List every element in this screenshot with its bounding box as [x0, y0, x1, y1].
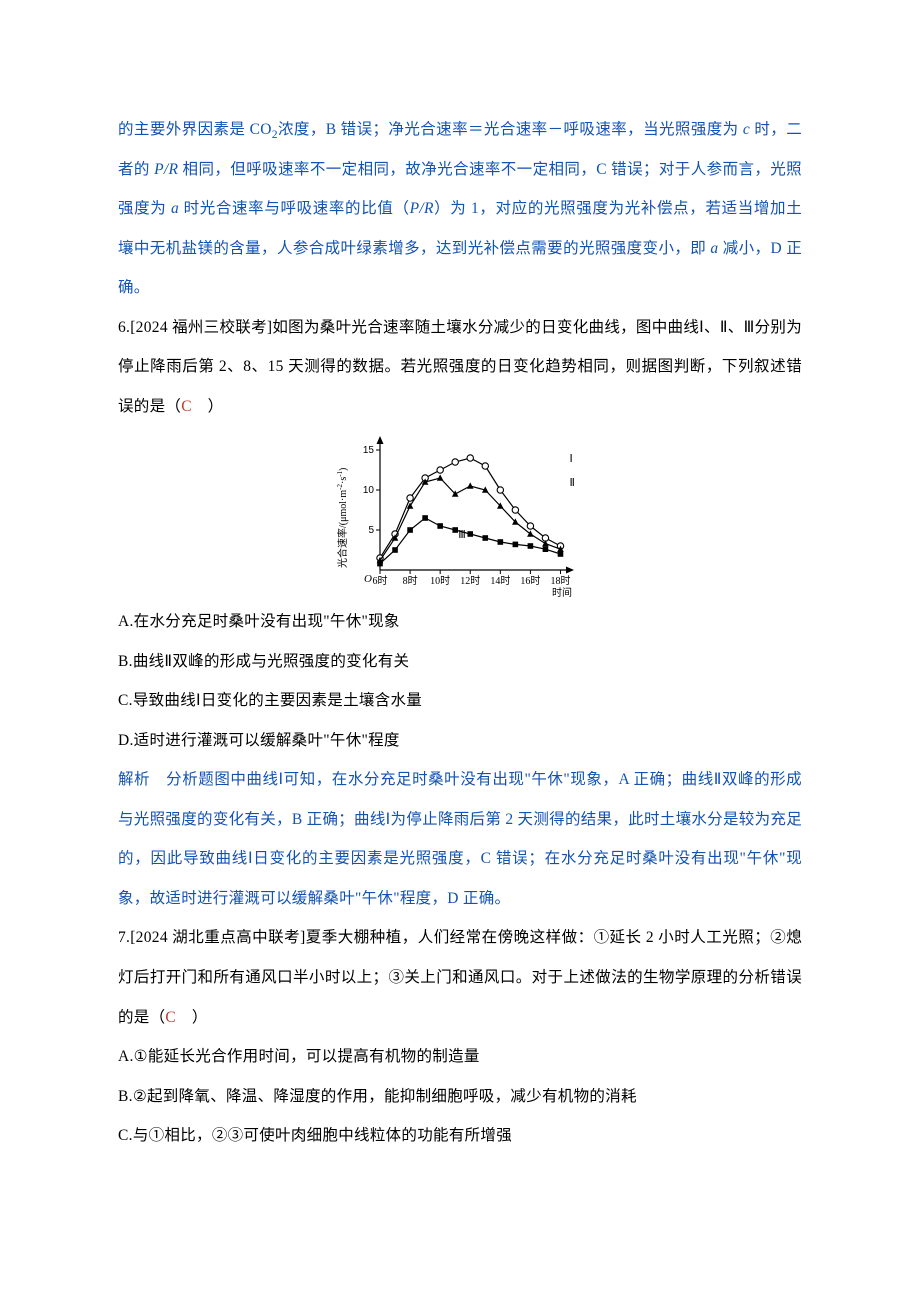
q6-option-a: A.在水分充足时桑叶没有出现"午休"现象	[118, 602, 802, 642]
answer-block-prev: 的主要外界因素是 CO2浓度，B 错误；净光合速率＝光合速率－呼吸速率，当光照强…	[118, 110, 802, 308]
svg-text:Ⅰ: Ⅰ	[570, 453, 573, 465]
q6-stem-tail: ）	[192, 398, 224, 415]
svg-text:14时: 14时	[490, 575, 510, 587]
svg-text:5: 5	[368, 525, 374, 536]
svg-text:15: 15	[363, 445, 375, 456]
q6-figure: 5 10 15 6时 8时 10时 12时 14时 16时 18时 O 时间 光合速率/(μmol·m-…	[118, 432, 802, 600]
var-a: a	[171, 200, 179, 217]
svg-text:16时: 16时	[520, 575, 540, 587]
q6-option-d: D.适时进行灌溉可以缓解桑叶"午休"程度	[118, 721, 802, 761]
q7-option-c: C.与①相比，②③可使叶肉细胞中线粒体的功能有所增强	[118, 1116, 802, 1156]
q6-stem: 6.[2024 福州三校联考]如图为桑叶光合速率随土壤水分减少的日变化曲线，图中…	[118, 308, 802, 427]
q7-option-a: A.①能延长光合作用时间，可以提高有机物的制造量	[118, 1037, 802, 1077]
svg-text:10: 10	[363, 485, 375, 496]
svg-text:12时: 12时	[460, 575, 480, 587]
q7-stem: 7.[2024 湖北重点高中联考]夏季大棚种植，人们经常在傍晚这样做：①延长 2…	[118, 918, 802, 1037]
q7-stem-tail: ）	[176, 1009, 208, 1026]
svg-text:Ⅲ: Ⅲ	[458, 529, 466, 541]
line-chart: 5 10 15 6时 8时 10时 12时 14时 16时 18时 O 时间 光合速率/(μmol·m-…	[330, 432, 590, 600]
var-c: c	[743, 121, 750, 138]
text: 时光合速率与呼吸速率的比值（	[179, 200, 410, 217]
svg-text:光合速率/(μmol·m-2·s-1): 光合速率/(μmol·m-2·s-1)	[336, 468, 349, 568]
text: 浓度，B 错误；净光合速率＝光合速率－呼吸速率，当光照强度为	[278, 121, 743, 138]
svg-text:8时: 8时	[403, 575, 418, 587]
svg-text:18时: 18时	[550, 575, 570, 587]
svg-text:O: O	[364, 573, 372, 585]
q7-stem-text: 7.[2024 湖北重点高中联考]夏季大棚种植，人们经常在傍晚这样做：①延长 2…	[118, 929, 802, 1025]
var-pr: P/R	[410, 200, 434, 217]
q6-answer-letter: C	[181, 398, 192, 415]
explanation-body: 分析题图中曲线Ⅰ可知，在水分充足时桑叶没有出现"午休"现象，A 正确；曲线Ⅱ双峰…	[118, 771, 802, 907]
q7-option-b: B.②起到降氧、降温、降湿度的作用，能抑制细胞呼吸，减少有机物的消耗	[118, 1077, 802, 1117]
q7-answer-letter: C	[165, 1009, 176, 1026]
text: 的主要外界因素是 CO	[118, 121, 272, 138]
q6-option-b: B.曲线Ⅱ双峰的形成与光照强度的变化有关	[118, 642, 802, 682]
q6-option-c: C.导致曲线Ⅰ日变化的主要因素是土壤含水量	[118, 681, 802, 721]
var-pr: P/R	[154, 161, 178, 178]
explanation-label: 解析	[118, 771, 150, 788]
svg-text:6时: 6时	[373, 575, 388, 587]
svg-text:时间: 时间	[552, 586, 572, 599]
svg-text:Ⅱ: Ⅱ	[570, 477, 575, 489]
svg-text:10时: 10时	[430, 575, 450, 587]
q6-explanation: 解析 分析题图中曲线Ⅰ可知，在水分充足时桑叶没有出现"午休"现象，A 正确；曲线…	[118, 760, 802, 918]
